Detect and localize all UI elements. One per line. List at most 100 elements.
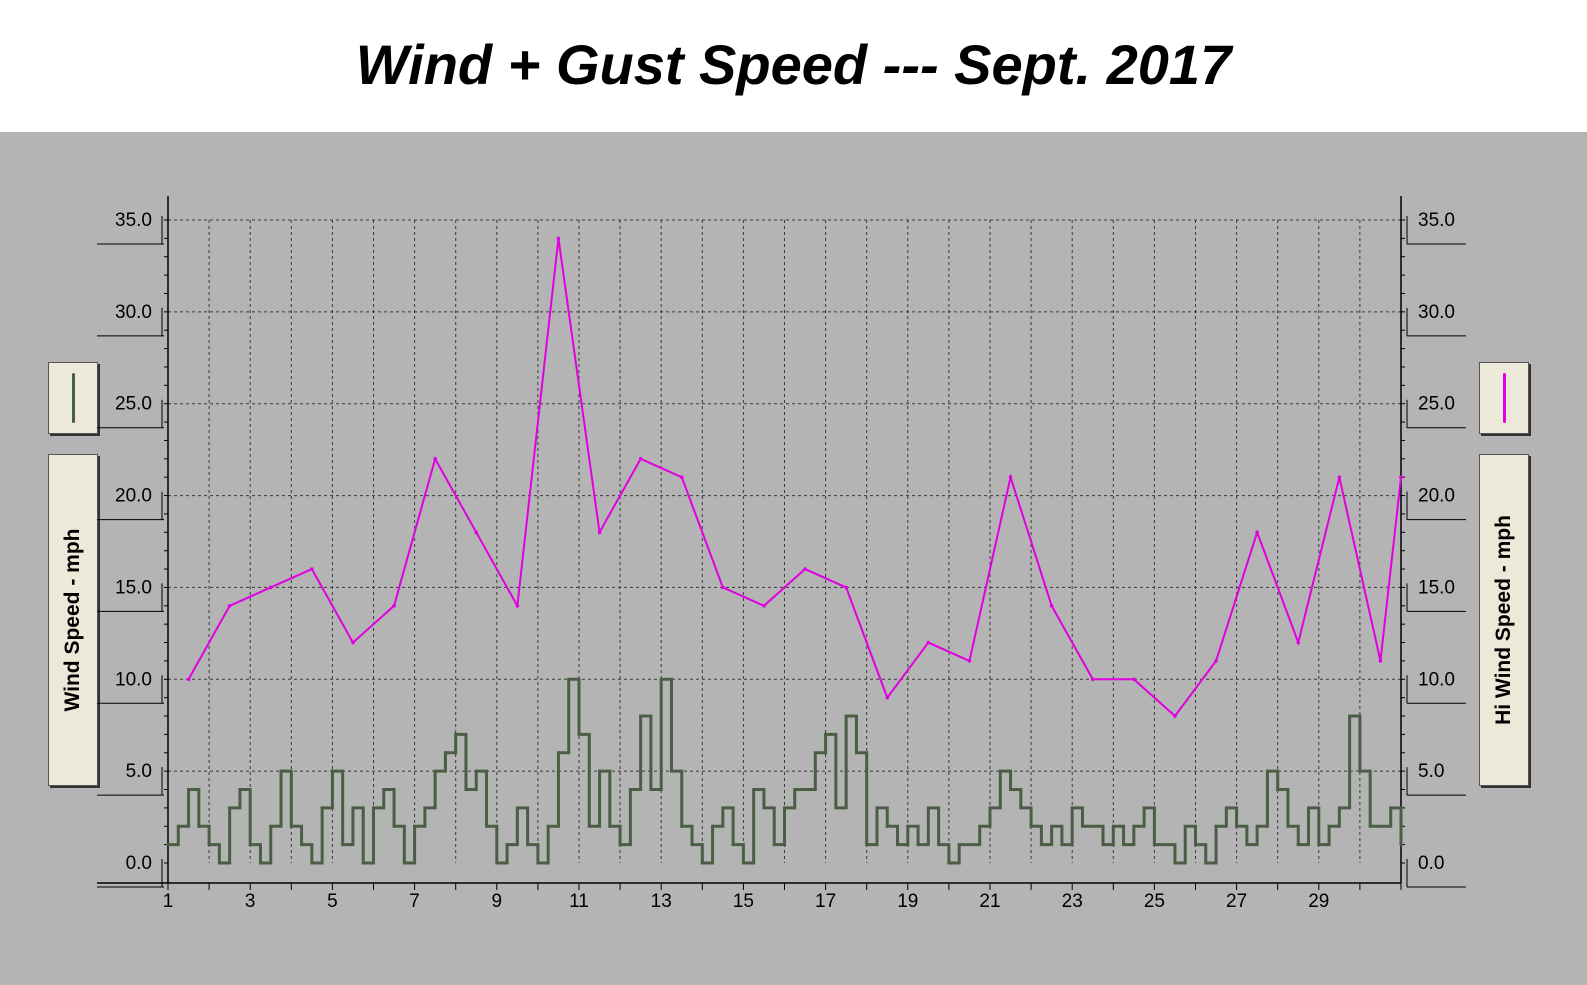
wind-speed-point — [176, 824, 180, 828]
gust-speed-point — [844, 585, 848, 590]
gust-speed-point — [1173, 714, 1177, 718]
wind-speed-point — [1399, 843, 1403, 847]
wind-speed-point — [1296, 843, 1300, 847]
wind-speed-point — [300, 843, 304, 847]
gust-speed-point — [967, 659, 972, 663]
y-tick-label-left: 15.0 — [115, 577, 152, 598]
wind-speed-point — [618, 843, 622, 847]
y-tick-label-left: 0.0 — [126, 853, 152, 874]
y-tick-label-left: 30.0 — [115, 302, 152, 323]
y-tick-label-left: 25.0 — [115, 394, 152, 415]
gust-speed-point — [186, 677, 191, 682]
gust-speed-point — [1296, 640, 1301, 645]
dark-green-line-icon — [72, 373, 75, 423]
wind-speed-point — [957, 843, 961, 847]
wind-speed-point — [413, 824, 417, 828]
left-axis-label-box: Wind Speed - mph — [48, 454, 98, 786]
wind-speed-point — [248, 843, 252, 847]
wind-speed-point — [464, 788, 468, 792]
x-tick-label: 11 — [569, 891, 589, 912]
wind-speed-point — [844, 714, 848, 718]
gust-speed-point — [885, 695, 890, 700]
wind-speed-point — [772, 843, 776, 847]
wind-speed-point — [1235, 824, 1239, 828]
gust-speed-line — [187, 238, 1402, 718]
left-legend — [48, 362, 98, 434]
wind-speed-point — [1358, 769, 1362, 773]
y-tick-label-right: 0.0 — [1418, 853, 1444, 874]
wind-speed-point — [526, 843, 530, 847]
wind-speed-point — [803, 788, 807, 792]
wind-speed-point — [443, 751, 447, 755]
gust-speed-point — [392, 604, 396, 608]
gust-speed-point — [433, 457, 437, 461]
wind-speed-point — [854, 751, 858, 755]
wind-speed-point — [1276, 788, 1280, 792]
x-tick-label: 7 — [409, 891, 420, 912]
wind-speed-point — [1265, 769, 1269, 773]
wind-speed-point — [1194, 843, 1197, 847]
wind-speed-point — [433, 769, 437, 773]
y-tick-label-right: 30.0 — [1418, 302, 1455, 323]
wind-speed-point — [217, 861, 221, 865]
wind-speed-point — [1389, 806, 1393, 810]
wind-speed-point — [669, 769, 673, 773]
wind-speed-point — [885, 824, 889, 828]
wind-speed-point — [197, 824, 201, 828]
gust-speed-point — [1049, 604, 1054, 608]
wind-speed-point — [1307, 806, 1311, 810]
gust-speed-point — [556, 236, 561, 241]
wind-speed-point — [474, 769, 478, 773]
wind-speed-point — [1348, 714, 1352, 718]
gust-speed-point — [1008, 475, 1013, 480]
wind-speed-point — [1060, 843, 1064, 847]
wind-speed-point — [628, 788, 632, 792]
x-tick-label: 9 — [492, 891, 503, 912]
x-tick-label: 19 — [897, 891, 918, 912]
wind-speed-point — [762, 806, 766, 810]
wind-speed-point — [1214, 824, 1218, 828]
wind-speed-point — [700, 861, 704, 865]
x-tick-label: 3 — [245, 891, 256, 912]
x-tick-label: 17 — [815, 891, 836, 912]
gust-speed-point — [1337, 475, 1342, 480]
wind-speed-point — [1224, 806, 1228, 810]
wind-speed-point — [608, 824, 612, 828]
y-tick-label-right: 20.0 — [1418, 486, 1455, 507]
y-tick-label-right: 25.0 — [1418, 394, 1455, 415]
gust-speed-point — [310, 567, 314, 571]
wind-speed-point — [207, 843, 211, 847]
wind-speed-point — [649, 788, 653, 792]
x-tick-label: 13 — [651, 891, 672, 912]
wind-speed-point — [834, 806, 838, 810]
wind-speed-point — [1286, 824, 1290, 828]
gust-speed-point — [1214, 659, 1218, 663]
y-tick-label-left: 35.0 — [115, 210, 152, 231]
wind-speed-point — [1183, 824, 1187, 828]
wind-speed-point — [1070, 806, 1074, 810]
wind-speed-point — [515, 806, 519, 810]
wind-speed-point — [485, 824, 489, 828]
gust-speed-point — [1255, 530, 1259, 535]
wind-speed-point — [967, 843, 971, 847]
gust-speed-point — [597, 530, 602, 535]
gust-speed-point — [926, 640, 931, 645]
wind-speed-point — [1337, 806, 1341, 810]
y-tick-label-right: 15.0 — [1418, 577, 1455, 598]
wind-speed-point — [187, 788, 191, 792]
wind-speed-point — [998, 769, 1002, 773]
wind-speed-point — [228, 806, 232, 810]
gust-speed-point — [515, 604, 520, 608]
wind-speed-point — [556, 751, 560, 755]
wind-speed-point — [741, 861, 745, 865]
gust-speed-point — [227, 604, 232, 608]
wind-speed-point — [1317, 843, 1321, 847]
wind-speed-point — [341, 843, 345, 847]
wind-speed-point — [402, 861, 406, 865]
wind-speed-line — [168, 677, 1403, 865]
wind-speed-point — [813, 751, 817, 755]
wind-speed-point — [1327, 824, 1331, 828]
right-axis-label-box: Hi Wind Speed - mph — [1479, 454, 1529, 786]
chart-title: Wind + Gust Speed --- Sept. 2017 — [355, 33, 1232, 96]
